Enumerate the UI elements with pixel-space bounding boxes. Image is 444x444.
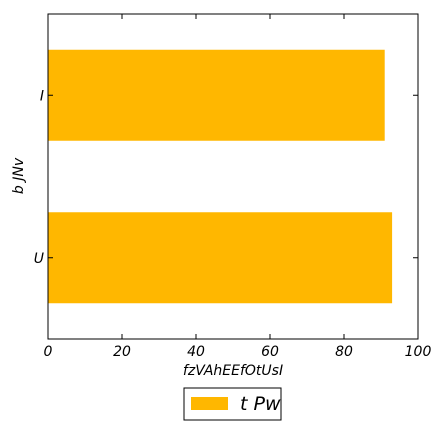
y-tick-label: U: [34, 251, 44, 267]
legend-label: t Pw: [240, 393, 281, 415]
ticks-layer: [47, 14, 419, 339]
x-tick-label: 20: [113, 344, 131, 360]
x-axis-title: fzVAhEEfOtUsI: [183, 363, 283, 379]
legend: t Pw: [183, 387, 282, 421]
x-tick-label: 80: [335, 344, 353, 360]
bars-layer: [48, 49, 393, 304]
legend-swatch: [191, 397, 228, 410]
bar-U: [48, 212, 393, 304]
x-tick-label: 0: [44, 344, 53, 360]
plot-frame: [47, 13, 419, 340]
bar-I: [48, 49, 385, 141]
x-tick-label: 40: [187, 344, 205, 360]
x-tick-label: 60: [261, 344, 279, 360]
labels-layer: U I 0 20 40 60 80 100: [34, 88, 432, 360]
y-axis-title: b JNv: [11, 157, 27, 194]
x-tick-label: 100: [405, 344, 432, 360]
y-tick-label: I: [40, 88, 44, 104]
